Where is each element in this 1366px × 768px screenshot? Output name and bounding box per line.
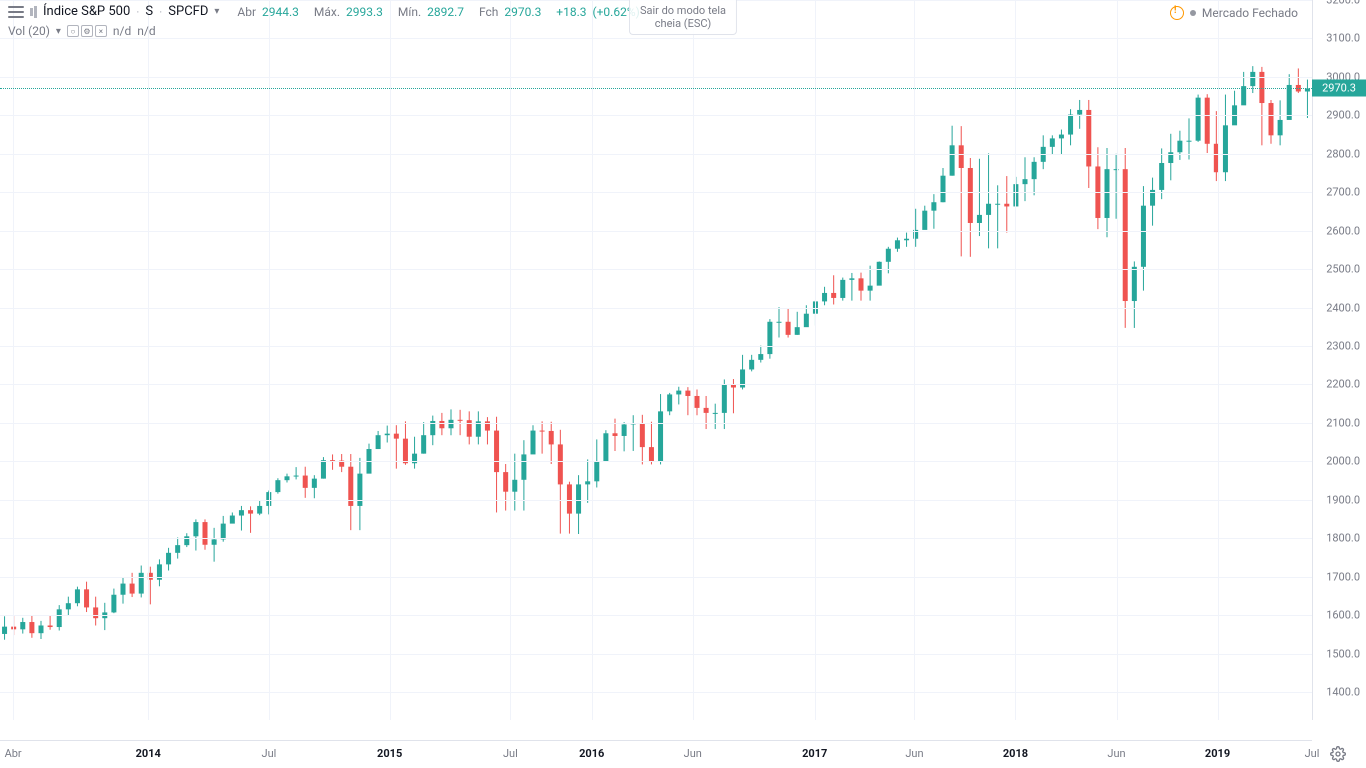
grid-line-horizontal xyxy=(0,269,1312,270)
indicator-close-icon[interactable]: × xyxy=(95,25,107,37)
indicator-eye-icon[interactable]: ○ xyxy=(67,25,79,37)
exit-fullscreen-overlay[interactable]: Sair do modo tela cheia (ESC) xyxy=(629,0,737,35)
grid-line-horizontal xyxy=(0,423,1312,424)
grid-line-vertical xyxy=(13,0,14,720)
ohlc-low-label: Mín. xyxy=(398,5,421,19)
y-axis[interactable]: 1400.0 1500.0 1600.0 1700.0 1800.0 1900.0 2000… xyxy=(1312,0,1366,720)
ohlc-open-label: Abr xyxy=(237,5,256,19)
grid-line-horizontal xyxy=(0,384,1312,385)
y-tick: 1500.0 xyxy=(1326,647,1360,660)
chart-plot-area[interactable] xyxy=(0,0,1312,720)
grid-line-vertical xyxy=(914,0,915,720)
grid-line-vertical xyxy=(1015,0,1016,720)
grid-line-vertical xyxy=(1117,0,1118,720)
y-tick: 2800.0 xyxy=(1326,147,1360,160)
grid-line-vertical xyxy=(693,0,694,720)
grid-line-vertical xyxy=(148,0,149,720)
grid-line-horizontal xyxy=(0,154,1312,155)
grid-line-horizontal xyxy=(0,115,1312,116)
symbol-code[interactable]: SPCFD xyxy=(168,4,208,19)
chevron-down-icon[interactable]: ▾ xyxy=(56,26,61,37)
x-tick: Jun xyxy=(905,747,923,760)
y-tick: 1900.0 xyxy=(1326,493,1360,506)
x-tick: Jun xyxy=(1107,747,1125,760)
ohlc-low-value: 2892.7 xyxy=(427,5,464,19)
exit-overlay-line2: cheia (ESC) xyxy=(640,17,726,30)
chart-container: Sair do modo tela cheia (ESC) Índice S&P… xyxy=(0,0,1366,768)
volume-nd2: n/d xyxy=(137,24,155,38)
exit-overlay-line1: Sair do modo tela xyxy=(640,4,726,17)
x-tick: Jul xyxy=(1305,747,1320,760)
x-tick: Jul xyxy=(503,747,518,760)
grid-line-horizontal xyxy=(0,500,1312,501)
y-tick: 1600.0 xyxy=(1326,609,1360,622)
y-tick: 2700.0 xyxy=(1326,186,1360,199)
grid-line-horizontal xyxy=(0,538,1312,539)
grid-line-vertical xyxy=(510,0,511,720)
y-tick: 2600.0 xyxy=(1326,224,1360,237)
ohlc-close-value: 2970.3 xyxy=(504,5,541,19)
grid-line-horizontal xyxy=(0,346,1312,347)
y-tick: 1400.0 xyxy=(1326,686,1360,699)
x-tick: Abr xyxy=(5,747,22,760)
y-tick: 2400.0 xyxy=(1326,301,1360,314)
x-tick: 2019 xyxy=(1205,747,1230,760)
chart-settings-icon[interactable] xyxy=(1328,744,1348,764)
y-tick: 2900.0 xyxy=(1326,109,1360,122)
grid-line-horizontal xyxy=(0,461,1312,462)
ohlc-close-label: Fch xyxy=(479,5,498,19)
x-tick: 2014 xyxy=(136,747,161,760)
grid-line-horizontal xyxy=(0,231,1312,232)
ohlc-change: +18.3 xyxy=(556,5,586,19)
x-tick: 2015 xyxy=(377,747,402,760)
grid-line-horizontal xyxy=(0,692,1312,693)
price-tag: 2970.3 xyxy=(1312,80,1366,97)
y-tick: 2100.0 xyxy=(1326,416,1360,429)
y-tick: 2000.0 xyxy=(1326,455,1360,468)
grid-line-horizontal xyxy=(0,615,1312,616)
y-tick: 2200.0 xyxy=(1326,378,1360,391)
x-tick: 2016 xyxy=(579,747,604,760)
ohlc-high-value: 2993.3 xyxy=(346,5,383,19)
ohlc-high-label: Máx. xyxy=(314,5,340,19)
x-tick: 2017 xyxy=(802,747,827,760)
y-tick: 2500.0 xyxy=(1326,263,1360,276)
grid-line-horizontal xyxy=(0,654,1312,655)
x-tick: 2018 xyxy=(1003,747,1028,760)
grid-line-horizontal xyxy=(0,577,1312,578)
grid-line-horizontal xyxy=(0,77,1312,78)
header-row-2: Vol (20) ▾ ○ ⚙ × n/d n/d xyxy=(8,24,156,38)
grid-line-vertical xyxy=(269,0,270,720)
separator: · xyxy=(136,5,139,19)
header-row-1: Índice S&P 500 · S · SPCFD ▾ Abr 2944.3 … xyxy=(8,4,640,19)
separator: · xyxy=(159,5,162,19)
grid-line-vertical xyxy=(1218,0,1219,720)
x-tick: Jun xyxy=(684,747,702,760)
menu-icon[interactable] xyxy=(8,6,24,18)
y-tick: 2300.0 xyxy=(1326,340,1360,353)
x-axis[interactable]: Abr 2014 Jul 2015 Jul 2016 Jun 2017 Jun 2018 Jun 20… xyxy=(0,740,1312,768)
indicator-settings-icon[interactable]: ⚙ xyxy=(81,25,93,37)
symbol-title: Índice S&P 500 xyxy=(43,4,130,19)
grid-line-vertical xyxy=(390,0,391,720)
price-line xyxy=(0,88,1312,89)
y-tick: 1700.0 xyxy=(1326,570,1360,583)
grid-line-vertical xyxy=(815,0,816,720)
grid-line-horizontal xyxy=(0,308,1312,309)
candle-icon[interactable] xyxy=(30,6,37,18)
grid-line-horizontal xyxy=(0,192,1312,193)
chevron-down-icon[interactable]: ▾ xyxy=(214,6,219,17)
y-tick: 1800.0 xyxy=(1326,532,1360,545)
indicator-controls: ○ ⚙ × xyxy=(67,25,107,37)
interval-label: S xyxy=(145,4,153,19)
ohlc-open-value: 2944.3 xyxy=(262,5,299,19)
volume-label: Vol (20) xyxy=(8,24,50,38)
grid-line-vertical xyxy=(592,0,593,720)
volume-nd1: n/d xyxy=(113,24,131,38)
x-tick: Jul xyxy=(262,747,277,760)
